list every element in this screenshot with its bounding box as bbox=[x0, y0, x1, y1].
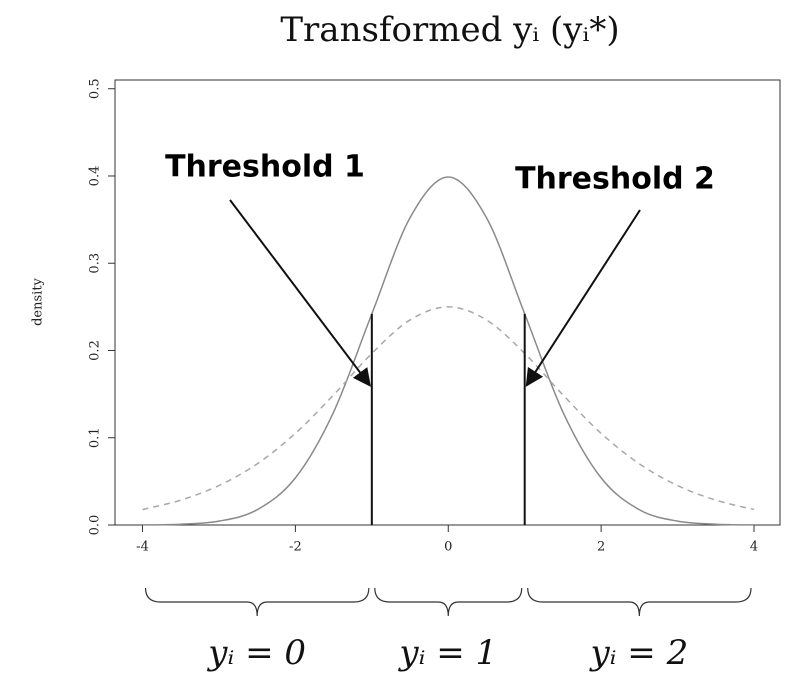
region-label: yᵢ = 1 bbox=[397, 633, 497, 673]
x-tick-label: 2 bbox=[597, 540, 605, 555]
region-brace bbox=[527, 587, 752, 617]
y-tick-label: 0.3 bbox=[88, 253, 103, 274]
y-tick-label: 0.4 bbox=[88, 166, 103, 187]
x-tick-label: 0 bbox=[444, 540, 452, 555]
y-tick-label: 0.2 bbox=[88, 340, 103, 361]
density-curve bbox=[142, 306, 755, 511]
annotation-arrow bbox=[229, 199, 371, 387]
plot-frame bbox=[114, 79, 781, 526]
x-tick-label: 4 bbox=[750, 540, 758, 555]
annotation-arrow bbox=[525, 209, 641, 387]
annotation-label: Threshold 1 bbox=[165, 150, 365, 185]
x-tick-label: -4 bbox=[136, 540, 149, 555]
region-brace bbox=[374, 587, 523, 617]
x-tick-label: -2 bbox=[289, 540, 302, 555]
region-brace bbox=[144, 587, 370, 617]
y-tick-label: 0.0 bbox=[88, 515, 103, 536]
annotation-label: Threshold 2 bbox=[515, 162, 715, 197]
region-label: yᵢ = 2 bbox=[588, 633, 688, 673]
y-tick-label: 0.5 bbox=[88, 78, 103, 99]
y-axis-label: density bbox=[31, 277, 46, 325]
region-label: yᵢ = 0 bbox=[206, 633, 306, 673]
density-curve bbox=[142, 176, 755, 526]
chart-title: Transformed yᵢ (yᵢ*) bbox=[280, 10, 619, 50]
y-tick-label: 0.1 bbox=[88, 427, 103, 448]
